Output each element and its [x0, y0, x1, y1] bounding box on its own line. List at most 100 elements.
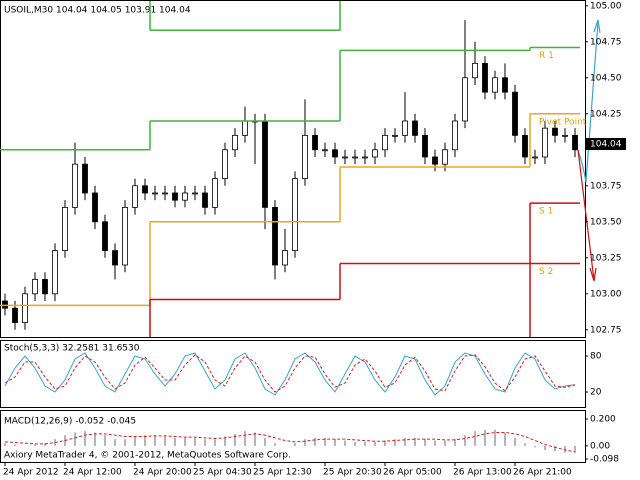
- candle-body: [202, 192, 208, 208]
- macd-bar: [394, 439, 396, 446]
- candle-body: [522, 134, 528, 158]
- macd-bar: [324, 437, 326, 446]
- candle-body: [562, 134, 568, 137]
- candle-body: [82, 163, 88, 194]
- macd-bar: [334, 439, 336, 446]
- macd-bar: [164, 436, 166, 446]
- y-tick-label: 80: [590, 352, 602, 362]
- macd-bar: [124, 439, 126, 446]
- macd-bar: [44, 443, 46, 446]
- macd-bar: [234, 433, 236, 446]
- candle-body: [352, 156, 358, 159]
- pivot-label: Pivot Point: [539, 117, 587, 127]
- y-tick-label: 104.50: [590, 73, 622, 83]
- candle-body: [422, 134, 428, 158]
- macd-bar: [4, 443, 6, 446]
- candle-body: [212, 178, 218, 208]
- pivot-label: S 2: [539, 267, 553, 277]
- candle-body: [182, 192, 188, 201]
- macd-bar: [474, 431, 476, 446]
- current-price-label: 104.04: [590, 140, 622, 150]
- candle-body: [12, 307, 18, 323]
- macd-bar: [204, 439, 206, 446]
- candle-body: [62, 206, 68, 251]
- macd-bar: [434, 440, 436, 446]
- x-tick-label: 24 Apr 2012: [3, 468, 59, 478]
- macd-bar: [294, 443, 296, 446]
- candle-body: [472, 62, 478, 79]
- macd-bar: [484, 429, 486, 446]
- macd-bar: [84, 431, 86, 446]
- x-tick-label: 26 Apr 05:00: [383, 468, 442, 478]
- candle-body: [72, 163, 78, 208]
- macd-bar: [264, 437, 266, 446]
- y-tick-label: 105.00: [590, 1, 622, 11]
- macd-bar: [194, 437, 196, 446]
- macd-bar: [274, 443, 276, 446]
- x-tick-label: 25 Apr 12:30: [253, 468, 312, 478]
- macd-bar: [174, 437, 176, 446]
- candle-body: [462, 77, 468, 122]
- candle-body: [132, 185, 138, 208]
- candle-body: [52, 250, 58, 295]
- macd-bar: [344, 440, 346, 446]
- macd-bar: [144, 435, 146, 446]
- macd-bar: [254, 432, 256, 446]
- macd-bar: [224, 436, 226, 446]
- pivot-label: S 1: [539, 207, 553, 217]
- macd-bar: [424, 439, 426, 446]
- candle-body: [292, 178, 298, 251]
- candle-body: [232, 134, 238, 151]
- candle-body: [312, 134, 318, 151]
- candle-body: [362, 156, 368, 159]
- macd-bar: [384, 440, 386, 446]
- stoch-line: [4, 354, 576, 393]
- x-tick-label: 26 Apr 21:00: [513, 468, 572, 478]
- candle-body: [222, 149, 228, 179]
- macd-bar: [134, 436, 136, 446]
- pivot-label: R 1: [539, 51, 554, 61]
- panel-title: MACD(12,26,9) -0.052 -0.045: [4, 417, 136, 427]
- candle-body: [92, 192, 98, 223]
- macd-bar: [504, 432, 506, 446]
- current-price-box: [586, 138, 626, 151]
- x-tick-label: 24 Apr 20:00: [133, 468, 192, 478]
- macd-bar: [94, 432, 96, 446]
- macd-bar: [404, 437, 406, 446]
- macd-bar: [244, 431, 246, 446]
- candle-body: [172, 192, 178, 201]
- macd-bar: [114, 439, 116, 446]
- macd-bar: [444, 440, 446, 446]
- macd-bar: [34, 444, 36, 446]
- candle-body: [322, 149, 328, 152]
- y-tick-label: 20: [590, 388, 602, 398]
- forecast-arrows: [577, 19, 601, 282]
- macd-bar: [104, 435, 106, 446]
- x-tick-label: 25 Apr 04:30: [193, 468, 252, 478]
- candle-body: [152, 192, 158, 195]
- macd-bar: [524, 443, 526, 446]
- candle-body: [262, 120, 268, 208]
- macd-bar: [414, 437, 416, 446]
- macd-bar: [314, 437, 316, 446]
- macd-bar: [464, 435, 466, 446]
- x-tick-label: 25 Apr 20:30: [323, 468, 382, 478]
- candle-body: [412, 120, 418, 136]
- panel-title: Stoch(5,3,3) 32.2581 31.6530: [4, 344, 140, 354]
- y-tick-label: 104.75: [590, 37, 622, 47]
- candle-body: [272, 206, 278, 266]
- y-tick-label: 104.25: [590, 109, 622, 119]
- candle-body: [552, 127, 558, 136]
- macd-bar: [14, 444, 16, 446]
- candle-body: [32, 278, 38, 295]
- y-tick-label: 103.75: [590, 181, 622, 191]
- candle-body: [402, 120, 408, 136]
- candle-body: [512, 91, 518, 136]
- candle-body: [482, 62, 488, 93]
- footer: Axiory MetaTrader 4, © 2001-2012, MetaQu…: [4, 451, 291, 461]
- macd-bar: [554, 445, 556, 452]
- macd-bar: [364, 441, 366, 446]
- macd-bar: [454, 439, 456, 446]
- y-tick-label: -0.098: [590, 455, 619, 465]
- candle-body: [382, 134, 388, 151]
